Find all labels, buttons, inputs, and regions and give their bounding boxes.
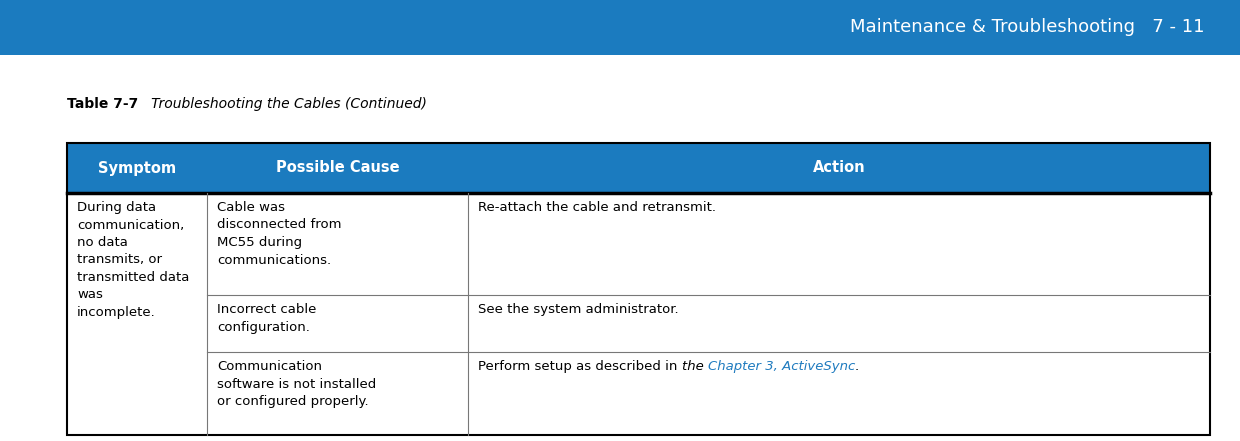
Text: Communication
software is not installed
or configured properly.: Communication software is not installed … xyxy=(217,360,376,408)
Bar xyxy=(0,0,1240,55)
Text: See the system administrator.: See the system administrator. xyxy=(477,303,678,316)
Text: Cable was
disconnected from
MC55 during
communications.: Cable was disconnected from MC55 during … xyxy=(217,201,341,266)
Bar xyxy=(67,143,1210,193)
Text: the: the xyxy=(682,360,708,373)
Text: During data
communication,
no data
transmits, or
transmitted data
was
incomplete: During data communication, no data trans… xyxy=(77,201,190,319)
Text: Maintenance & Troubleshooting   7 - 11: Maintenance & Troubleshooting 7 - 11 xyxy=(851,19,1205,37)
Text: Perform setup as described in: Perform setup as described in xyxy=(477,360,682,373)
Text: Table 7-7: Table 7-7 xyxy=(67,97,138,111)
Text: Possible Cause: Possible Cause xyxy=(275,161,399,176)
Text: Chapter 3, ActiveSync: Chapter 3, ActiveSync xyxy=(708,360,854,373)
Text: .: . xyxy=(854,360,859,373)
Text: Re-attach the cable and retransmit.: Re-attach the cable and retransmit. xyxy=(477,201,715,214)
Bar xyxy=(67,143,1210,435)
Text: Troubleshooting the Cables (Continued): Troubleshooting the Cables (Continued) xyxy=(138,97,427,111)
Text: Action: Action xyxy=(812,161,866,176)
Text: Incorrect cable
configuration.: Incorrect cable configuration. xyxy=(217,303,316,333)
Text: Symptom: Symptom xyxy=(98,161,176,176)
